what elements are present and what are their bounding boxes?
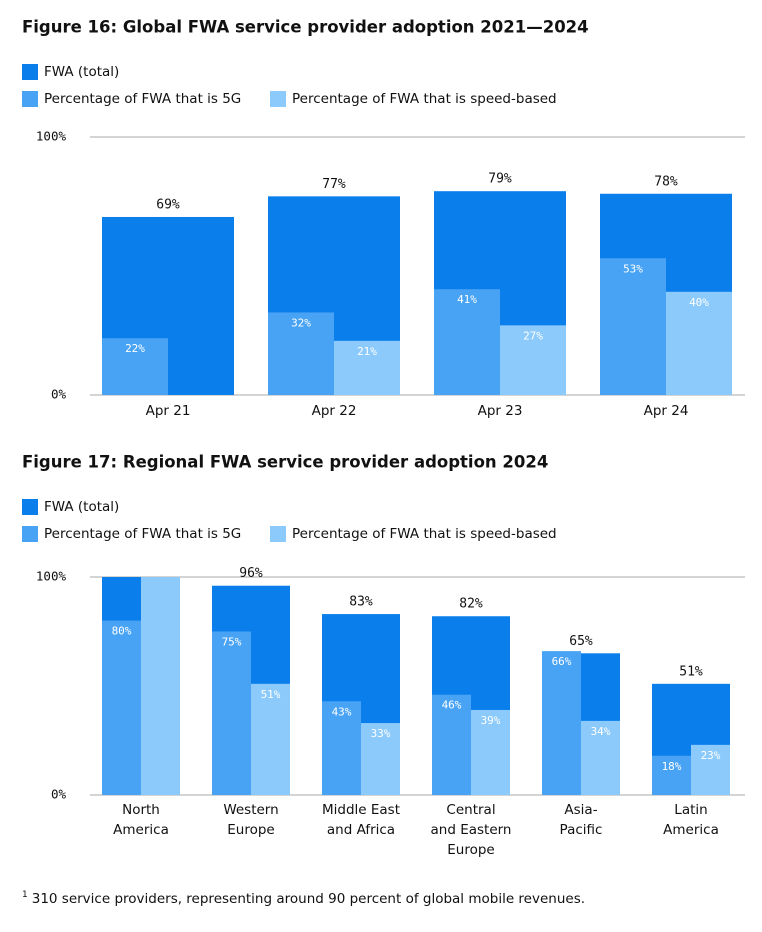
x-tick-line: America [113,822,169,838]
value-label: 40% [689,296,709,309]
bar [334,340,400,395]
x-tick-label: Central and Eastern Europe [431,802,512,858]
legend-swatch [270,91,286,107]
value-label: 34% [591,725,611,738]
legend-label: Percentage of FWA that is 5G [44,526,241,542]
value-label: 23% [701,749,721,762]
value-label: 78% [654,174,678,189]
value-label: 33% [371,727,391,740]
bar [600,258,666,395]
legend-label: Percentage of FWA that is speed-based [292,526,557,542]
x-tick-label: Latin America [663,802,719,838]
x-tick-line: and Eastern [431,822,512,838]
legend-swatch [270,526,286,542]
value-label: 80% [112,625,132,638]
x-tick-line: North [122,802,160,818]
legend-swatch [22,91,38,107]
legend-label: FWA (total) [44,64,119,80]
value-label: 46% [442,699,462,712]
y-tick-label: 0% [51,787,67,802]
x-tick-line: and Africa [327,822,395,838]
bar [212,631,251,795]
value-label: 75% [222,636,242,649]
bar [251,683,290,795]
x-tick-label: Apr 24 [644,403,689,419]
bar [691,744,730,795]
bar [500,325,566,395]
bar [432,694,471,795]
value-label: 79% [488,172,512,187]
x-tick-line: Apr 22 [312,403,357,419]
value-label: 41% [457,293,477,306]
x-tick-line: Europe [447,842,494,858]
value-label: 65% [569,634,593,649]
value-label: 32% [291,316,311,329]
x-tick-label: Asia- Pacific [560,802,603,838]
x-tick-line: America [663,822,719,838]
x-tick-line: Apr 23 [478,403,523,419]
chart-title: Figure 16: Global FWA service provider a… [22,18,589,37]
value-label: 18% [662,760,682,773]
value-label: 51% [261,688,281,701]
value-label: 77% [322,177,346,192]
x-tick-label: Apr 22 [312,403,357,419]
x-tick-label: Apr 23 [478,403,523,419]
legend-swatch [22,526,38,542]
value-label: 69% [156,197,180,212]
value-label: 43% [332,705,352,718]
legend-label: FWA (total) [44,499,119,515]
bar [102,338,168,395]
value-label: 21% [357,345,377,358]
x-tick-line: Latin [674,802,707,818]
y-tick-label: 0% [51,387,67,402]
value-label: 39% [481,714,501,727]
legend-swatch [22,499,38,515]
bar [542,651,581,795]
value-label: 53% [623,262,643,275]
value-label: 51% [679,664,703,679]
bar [666,291,732,395]
bar [581,720,620,795]
bar [434,289,500,395]
value-label: 22% [125,342,145,355]
x-tick-line: Apr 21 [146,403,191,419]
y-tick-label: 100% [36,129,67,144]
footnote-mark: 1 [22,890,28,900]
x-tick-line: Central [446,802,495,818]
bar [141,577,180,795]
x-tick-line: Asia- [564,802,597,818]
legend-label: Percentage of FWA that is 5G [44,91,241,107]
value-label: 66% [552,655,572,668]
x-tick-line: Western [223,802,278,818]
value-label: 82% [459,597,483,612]
value-label: 27% [523,329,543,342]
footnote: 1 310 service providers, representing aro… [22,890,585,908]
x-tick-line: Pacific [560,822,603,838]
bar [361,723,400,795]
value-label: 83% [349,595,373,610]
legend-label: Percentage of FWA that is speed-based [292,91,557,107]
x-tick-line: Apr 24 [644,403,689,419]
x-tick-label: Western Europe [223,802,278,838]
y-tick-label: 100% [36,569,67,584]
legend-swatch [22,64,38,80]
bar [102,620,141,795]
footnote-text: 310 service providers, representing arou… [32,891,585,907]
chart-title: Figure 17: Regional FWA service provider… [22,453,548,472]
x-tick-line: Middle East [322,802,400,818]
bar [652,755,691,795]
bar [471,709,510,795]
bar [268,312,334,395]
bar [322,701,361,795]
value-label: 96% [239,566,263,581]
x-tick-label: Apr 21 [146,403,191,419]
x-tick-label: North America [113,802,169,838]
x-tick-line: Europe [227,822,274,838]
x-tick-label: Middle East and Africa [322,802,400,838]
